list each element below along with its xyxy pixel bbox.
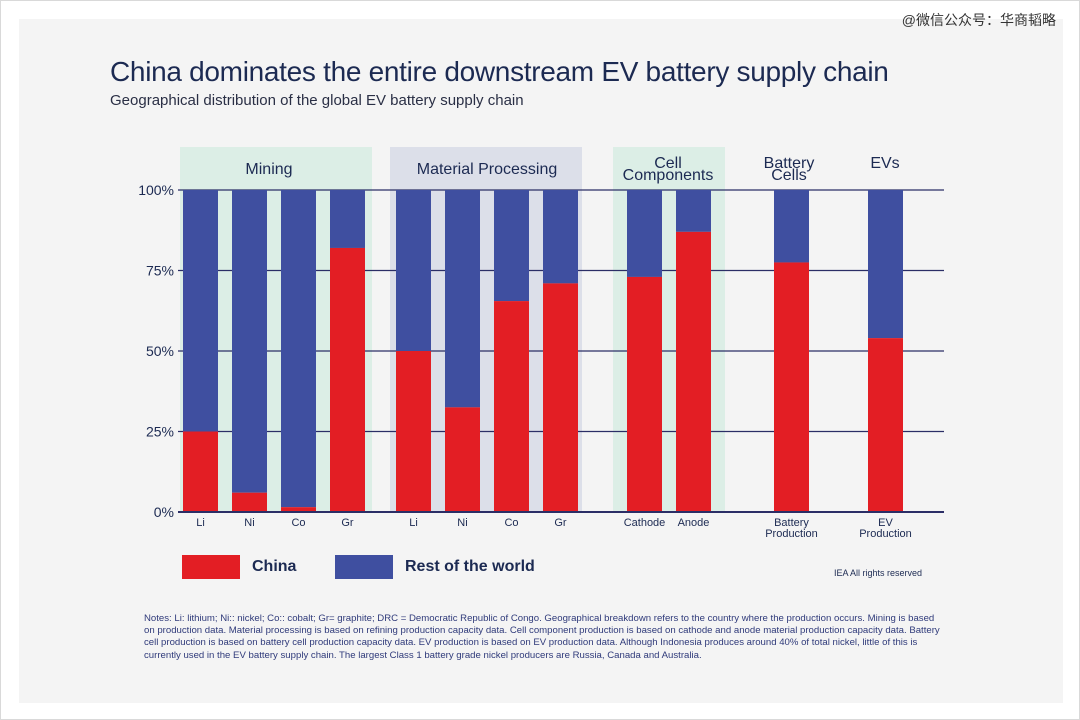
bar-rest bbox=[494, 190, 529, 302]
chart-subtitle: Geographical distribution of the global … bbox=[110, 92, 524, 109]
bar-rest bbox=[396, 190, 431, 351]
bar-rest bbox=[627, 190, 662, 277]
bar-china bbox=[281, 507, 316, 512]
x-tick-label: Li bbox=[409, 517, 418, 529]
bar-china bbox=[494, 301, 529, 512]
y-tick-label: 25% bbox=[146, 424, 174, 440]
bar-china bbox=[396, 351, 431, 512]
legend-label-rest: Rest of the world bbox=[405, 558, 535, 575]
legend-item-rest: Rest of the world bbox=[335, 555, 535, 579]
chart-notes: Notes: Li: lithium; Ni:: nickel; Co:: co… bbox=[144, 613, 940, 661]
x-tick-label: Cathode bbox=[624, 517, 666, 529]
x-tick-label: Production bbox=[859, 528, 912, 540]
x-tick-label: Gr bbox=[554, 517, 567, 529]
bar-rest bbox=[543, 190, 578, 284]
chart-title: China dominates the entire downstream EV… bbox=[110, 56, 889, 87]
bar-rest bbox=[330, 190, 365, 248]
bar-china bbox=[676, 231, 711, 513]
x-tick-label: Gr bbox=[341, 517, 354, 529]
group-title: Components bbox=[623, 167, 714, 184]
x-tick-label: EV bbox=[878, 517, 893, 529]
watermark: @微信公众号：华商韬略 bbox=[901, 12, 1056, 28]
group-title: Cells bbox=[771, 167, 807, 184]
legend-swatch-china bbox=[182, 555, 240, 579]
group-title: EVs bbox=[870, 155, 899, 172]
group-title: Mining bbox=[245, 161, 292, 178]
x-tick-label: Anode bbox=[678, 517, 710, 529]
credit-text: IEA All rights reserved bbox=[834, 568, 923, 578]
legend-item-china: China bbox=[182, 555, 296, 579]
x-tick-label: Ni bbox=[457, 517, 467, 529]
y-tick-label: 0% bbox=[154, 504, 174, 520]
bar-china bbox=[183, 431, 218, 512]
x-tick-label: Co bbox=[504, 517, 518, 529]
bar-china bbox=[627, 276, 662, 512]
bar-china bbox=[330, 247, 365, 512]
group-title: Material Processing bbox=[417, 161, 558, 178]
bar-china bbox=[445, 407, 480, 512]
bar-rest bbox=[445, 190, 480, 408]
legend-swatch-rest bbox=[335, 555, 393, 579]
bar-china bbox=[543, 283, 578, 512]
x-tick-label: Battery bbox=[774, 517, 809, 529]
legend-label-china: China bbox=[252, 558, 297, 575]
bar-china bbox=[232, 492, 267, 512]
bar-china bbox=[774, 262, 809, 512]
group-title: Cell bbox=[654, 155, 682, 172]
bar-rest bbox=[868, 190, 903, 339]
x-tick-label: Production bbox=[765, 528, 818, 540]
x-tick-label: Li bbox=[196, 517, 205, 529]
bar-rest bbox=[232, 190, 267, 493]
y-tick-label: 50% bbox=[146, 343, 174, 359]
x-tick-label: Co bbox=[291, 517, 305, 529]
bar-china bbox=[868, 338, 903, 512]
bar-rest bbox=[183, 190, 218, 432]
group-title: Battery bbox=[764, 155, 815, 172]
bar-rest bbox=[281, 190, 316, 508]
x-tick-label: Ni bbox=[244, 517, 254, 529]
y-tick-label: 100% bbox=[138, 182, 174, 198]
bar-rest bbox=[676, 190, 711, 232]
bar-rest bbox=[774, 190, 809, 263]
y-tick-label: 75% bbox=[146, 263, 174, 279]
